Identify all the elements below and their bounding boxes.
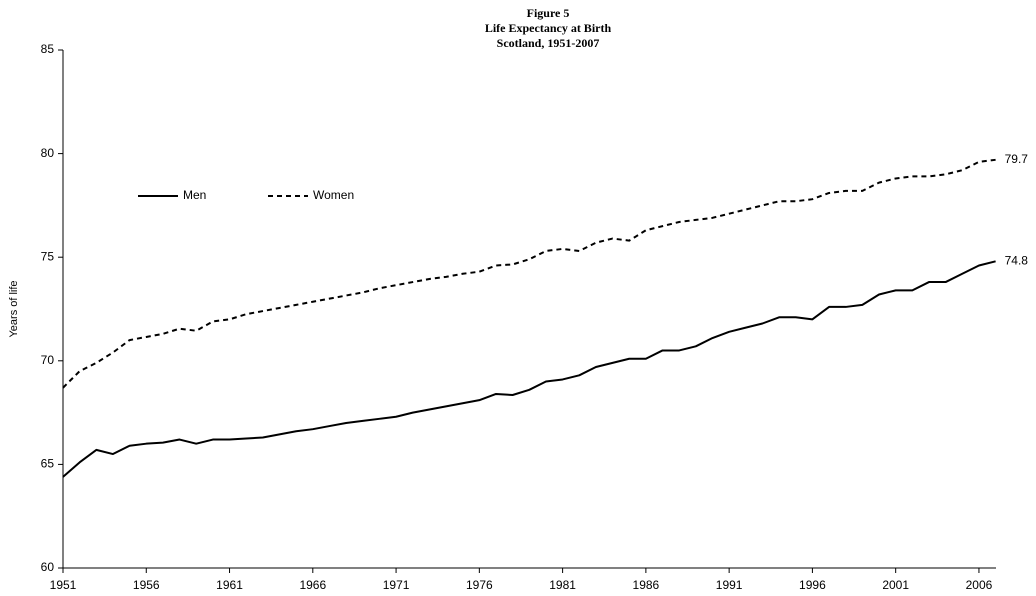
- y-axis-label: Years of life: [8, 280, 20, 337]
- y-tick-label: 70: [41, 353, 55, 367]
- chart-title: Scotland, 1951-2007: [497, 36, 600, 50]
- legend-label: Women: [313, 188, 354, 202]
- x-tick-label: 1966: [299, 578, 326, 592]
- y-tick-label: 80: [41, 146, 55, 160]
- y-tick-label: 75: [41, 249, 55, 263]
- x-tick-label: 1971: [383, 578, 410, 592]
- chart-title: Figure 5: [527, 6, 570, 20]
- end-label: 74.8: [1005, 254, 1029, 268]
- y-tick-label: 65: [41, 457, 55, 471]
- chart-title: Life Expectancy at Birth: [485, 21, 612, 35]
- series-line: [62, 260, 996, 478]
- x-tick-label: 2001: [882, 578, 909, 592]
- x-tick-label: 1956: [133, 578, 160, 592]
- x-tick-label: 1996: [799, 578, 826, 592]
- y-tick-label: 60: [41, 560, 55, 574]
- x-tick-label: 2006: [966, 578, 993, 592]
- x-tick-label: 1986: [633, 578, 660, 592]
- x-tick-label: 1991: [716, 578, 743, 592]
- x-tick-label: 1981: [549, 578, 576, 592]
- series-line: [62, 158, 996, 389]
- x-tick-label: 1976: [466, 578, 493, 592]
- x-tick-label: 1951: [50, 578, 77, 592]
- y-tick-label: 85: [41, 42, 55, 56]
- x-tick-label: 1961: [216, 578, 243, 592]
- legend-label: Men: [183, 188, 206, 202]
- end-label: 79.7: [1005, 152, 1029, 166]
